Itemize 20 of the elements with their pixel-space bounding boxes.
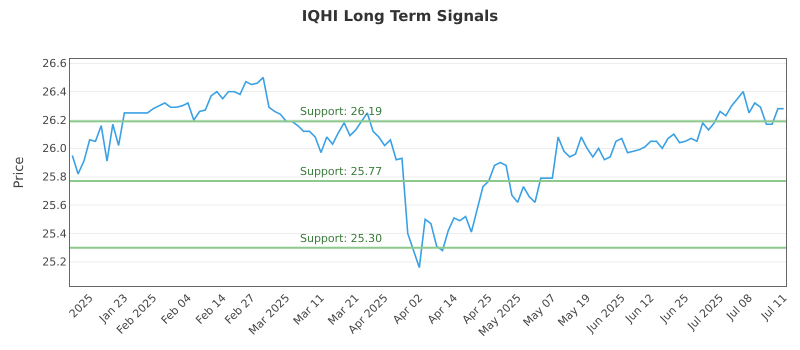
ref-line-label: Support: 25.30 (300, 232, 382, 245)
y-axis-title: Price (12, 156, 28, 188)
y-tick-label: 25.6 (42, 198, 67, 212)
y-tick-label: 25.8 (42, 170, 67, 184)
x-tick-label: Jul 08 (723, 292, 755, 324)
x-tick-label: Apr 14 (425, 292, 460, 327)
x-tick-label: Feb 04 (158, 292, 194, 327)
line-series (72, 76, 784, 268)
y-tick-label: 26.6 (42, 57, 67, 70)
ref-line-label: Support: 25.77 (300, 165, 382, 178)
y-tick-label: 26.4 (42, 85, 67, 98)
x-tick-label: Apr 02 (390, 292, 426, 327)
y-tick-label: 25.2 (42, 256, 67, 269)
y-tick-label: 26.2 (42, 114, 67, 127)
chart-title: IQHI Long Term Signals (302, 7, 498, 25)
y-tick-label: 25.4 (42, 227, 67, 240)
y-tick-label: 26.0 (42, 142, 67, 156)
x-tick-label: Mar 11 (290, 292, 328, 328)
ref-line-label: Support: 26.19 (300, 105, 382, 118)
x-tick-label: Jul 11 (758, 292, 790, 324)
